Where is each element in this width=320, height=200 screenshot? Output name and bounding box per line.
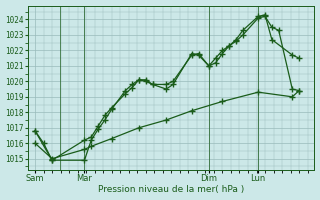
X-axis label: Pression niveau de la mer( hPa ): Pression niveau de la mer( hPa ) bbox=[98, 185, 244, 194]
